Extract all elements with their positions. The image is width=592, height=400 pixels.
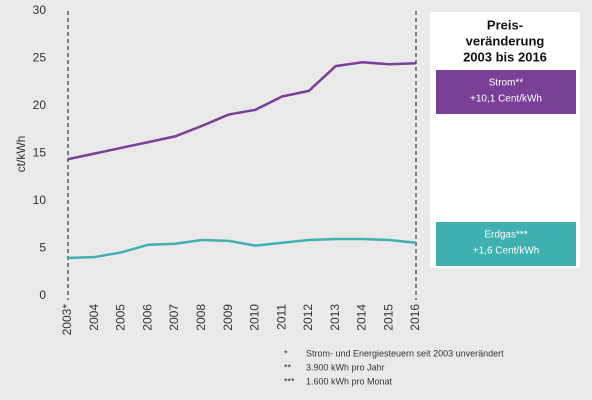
footnote-text: Strom- und Energiesteuern seit 2003 unve… <box>306 348 504 358</box>
y-tick-label: 15 <box>33 146 47 160</box>
x-tick-label: 2007 <box>167 304 181 331</box>
panel-title: veränderung <box>466 33 545 48</box>
x-tick-label: 2016 <box>408 304 422 331</box>
footnote-mark: *** <box>284 376 295 386</box>
x-tick-label: 2003* <box>60 304 74 336</box>
y-tick-label: 5 <box>39 241 46 255</box>
x-tick-label: 2012 <box>301 304 315 331</box>
x-tick-label: 2013 <box>328 304 342 331</box>
x-tick-label: 2008 <box>194 304 208 331</box>
x-tick-label: 2015 <box>381 304 395 331</box>
x-tick-label: 2004 <box>87 304 101 331</box>
panel-box <box>436 70 576 114</box>
panel-box-change: +10,1 Cent/kWh <box>470 94 542 105</box>
footnote-text: 1.600 kWh pro Monat <box>306 376 393 386</box>
footnote-mark: ** <box>284 362 292 372</box>
x-tick-label: 2011 <box>274 304 288 330</box>
footnote-mark: * <box>284 348 288 358</box>
x-tick-label: 2010 <box>248 304 262 331</box>
x-tick-label: 2014 <box>355 304 369 331</box>
series-line <box>67 61 417 161</box>
y-tick-label: 20 <box>33 98 47 112</box>
y-tick-label: 10 <box>33 193 47 207</box>
x-tick-label: 2009 <box>221 304 235 331</box>
x-tick-label: 2006 <box>140 304 154 331</box>
series-line <box>67 237 417 260</box>
footnote-text: 3.900 kWh pro Jahr <box>306 362 385 372</box>
panel-box-change: +1,6 Cent/kWh <box>473 246 539 257</box>
y-tick-label: 30 <box>33 3 47 17</box>
panel-title: Preis- <box>487 17 523 32</box>
panel-box-label: Strom** <box>489 78 524 89</box>
panel-box-label: Erdgas*** <box>484 230 527 241</box>
y-tick-label: 25 <box>33 51 47 65</box>
panel-title: 2003 bis 2016 <box>463 49 547 64</box>
y-tick-label: 0 <box>39 288 46 302</box>
y-axis-label: ct/kWh <box>14 136 28 173</box>
x-tick-label: 2005 <box>114 304 128 331</box>
panel-box <box>436 222 576 266</box>
